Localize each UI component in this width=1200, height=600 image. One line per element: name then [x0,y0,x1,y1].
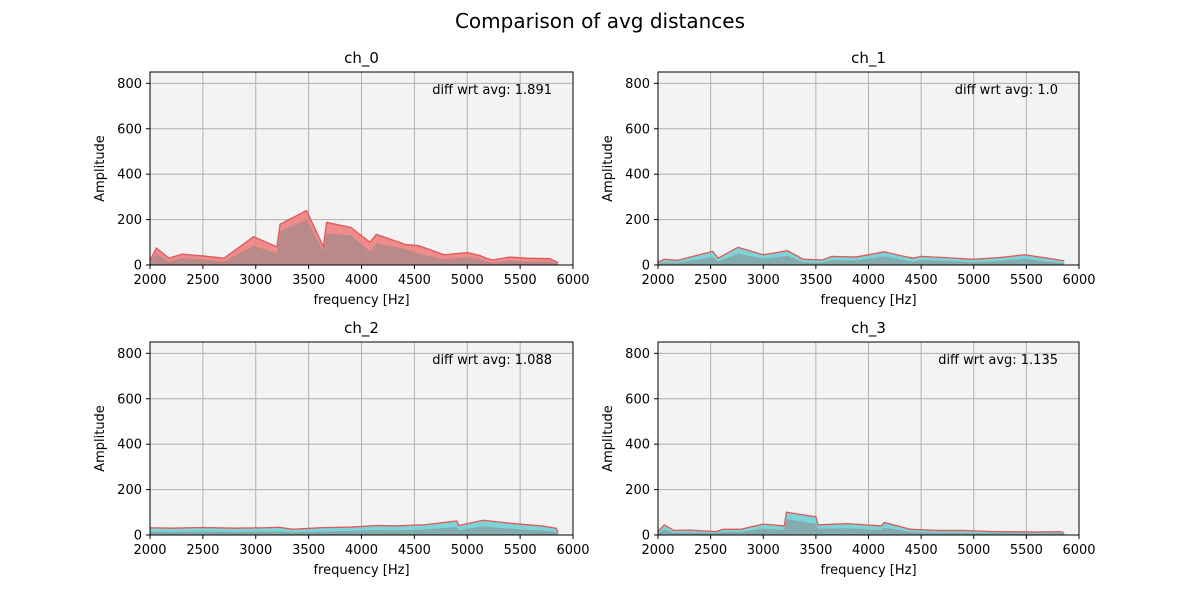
base-area [658,253,1065,265]
x-tick-label: 5000 [957,543,990,558]
y-tick-label: 400 [625,438,650,453]
envelope-line [149,209,559,264]
subplot-title: ch_0 [344,49,379,68]
y-tick-label: 200 [625,213,650,228]
y-tick-label: 600 [117,122,142,137]
y-tick-label: 0 [642,529,650,544]
x-tick-label: 2000 [133,273,166,288]
x-tick-label: 5500 [504,543,537,558]
x-axis-label: frequency [Hz] [820,293,916,308]
diff-annotation: diff wrt avg: 1.0 [955,83,1058,98]
subplot-ch_2: 2000 2500 3000 3500 4000 4500 5000 5500 6000 0 200… [93,319,590,578]
y-tick-label: 400 [117,438,142,453]
subplot-title: ch_1 [851,49,886,68]
x-tick-label: 4000 [345,273,378,288]
x-tick-label: 4000 [852,273,885,288]
base-area [150,526,559,535]
subplot-ch_3: 2000 2500 3000 3500 4000 4500 5000 5500 6000 0 200… [601,319,1096,578]
x-axis-label: frequency [Hz] [820,563,916,578]
y-axis-label: Amplitude [93,405,108,472]
x-tick-label: 4000 [852,543,885,558]
base-area [658,519,1065,535]
x-tick-label: 2000 [641,273,674,288]
x-axis-label: frequency [Hz] [313,293,409,308]
x-axis-label: frequency [Hz] [313,563,409,578]
envelope-line [149,519,559,533]
x-tick-label: 4000 [345,543,378,558]
x-tick-label: 6000 [556,543,589,558]
y-axis-label: Amplitude [93,135,108,202]
x-tick-label: 2500 [694,273,727,288]
diff-annotation: diff wrt avg: 1.891 [432,83,552,98]
y-tick-label: 200 [117,483,142,498]
x-tick-label: 3000 [239,273,272,288]
y-tick-label: 0 [134,259,142,274]
y-tick-label: 400 [625,168,650,183]
y-tick-label: 0 [134,529,142,544]
x-tick-label: 3000 [239,543,272,558]
y-tick-label: 800 [117,77,142,92]
x-tick-label: 2500 [186,543,219,558]
x-tick-label: 3500 [799,543,832,558]
x-tick-label: 3500 [292,273,325,288]
subplot-ch_1: 2000 2500 3000 3500 4000 4500 5000 5500 6000 0 200… [601,49,1096,308]
y-tick-label: 800 [117,347,142,362]
diff-annotation: diff wrt avg: 1.135 [938,353,1058,368]
subplot-title: ch_3 [851,319,886,338]
y-tick-label: 200 [625,483,650,498]
x-tick-label: 4500 [905,273,938,288]
envelope-line [657,511,1065,534]
x-tick-label: 4500 [398,543,431,558]
x-tick-label: 5500 [504,273,537,288]
x-tick-label: 6000 [1062,543,1095,558]
x-tick-label: 3500 [799,273,832,288]
x-tick-label: 5000 [451,543,484,558]
x-tick-label: 2000 [641,543,674,558]
x-tick-label: 4500 [905,543,938,558]
y-tick-label: 400 [117,168,142,183]
x-tick-label: 5500 [1010,543,1043,558]
y-tick-label: 200 [117,213,142,228]
base-area [150,219,559,265]
y-axis-label: Amplitude [601,405,616,472]
y-tick-label: 600 [117,392,142,407]
x-tick-label: 4500 [398,273,431,288]
figure-title: Comparison of avg distances [455,9,745,33]
x-tick-label: 5000 [957,273,990,288]
y-tick-label: 800 [625,77,650,92]
x-tick-label: 3000 [747,543,780,558]
x-tick-label: 2500 [186,273,219,288]
subplot-grid: 2000 2500 3000 3500 4000 4500 5000 5500 60000200… [93,49,1096,578]
y-tick-label: 0 [642,259,650,274]
x-tick-label: 6000 [556,273,589,288]
y-tick-label: 800 [625,347,650,362]
y-tick-label: 600 [625,392,650,407]
x-tick-label: 3500 [292,543,325,558]
x-tick-label: 6000 [1062,273,1095,288]
x-tick-label: 2000 [133,543,166,558]
envelope-line [657,246,1065,263]
subplot-ch_0: 2000 2500 3000 3500 4000 4500 5000 5500 6000 0 200… [93,49,590,308]
x-tick-label: 2500 [694,543,727,558]
y-axis-label: Amplitude [601,135,616,202]
x-tick-label: 5000 [451,273,484,288]
subplot-title: ch_2 [344,319,379,338]
diff-annotation: diff wrt avg: 1.088 [432,353,552,368]
x-tick-label: 5500 [1010,273,1043,288]
x-tick-label: 3000 [747,273,780,288]
y-tick-label: 600 [625,122,650,137]
